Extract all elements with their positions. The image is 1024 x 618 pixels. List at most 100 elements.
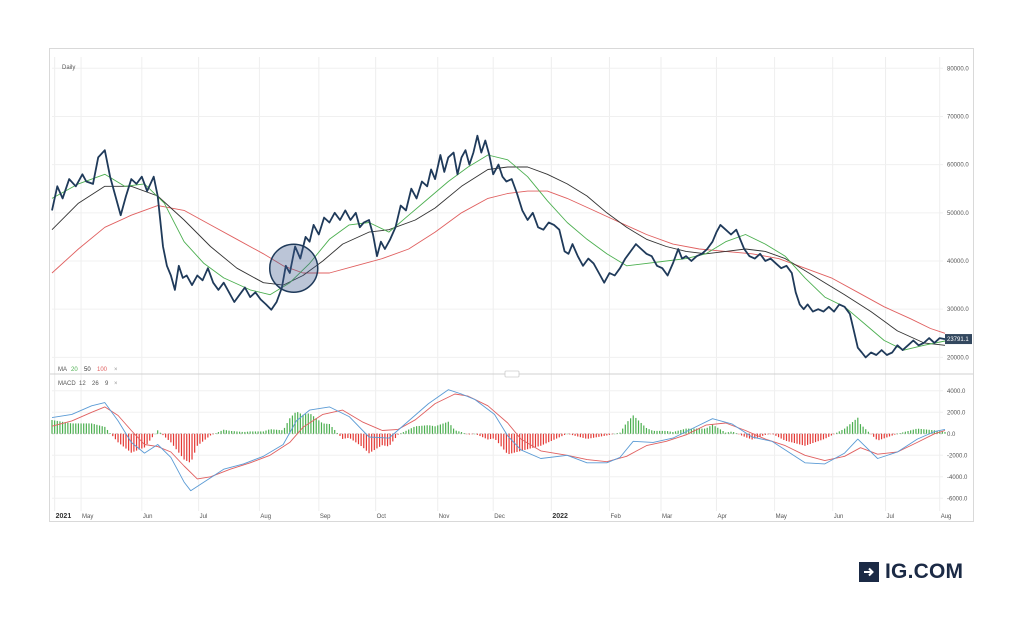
macd-histogram-bar bbox=[439, 424, 441, 434]
macd-histogram-bar bbox=[373, 433, 375, 451]
macd-histogram-bar bbox=[841, 429, 843, 434]
macd-histogram-bar bbox=[318, 420, 320, 434]
macd-histogram-bar bbox=[212, 433, 214, 435]
macd-histogram-bar bbox=[215, 433, 217, 434]
macd-histogram-bar bbox=[516, 433, 518, 452]
macd-histogram-bar bbox=[600, 433, 603, 437]
x-tick-label: Feb bbox=[610, 514, 621, 520]
macd-histogram-bar bbox=[162, 433, 164, 436]
macd-histogram-bar bbox=[783, 433, 785, 440]
macd-histogram-bar bbox=[400, 433, 402, 434]
macd-histogram-bar bbox=[133, 433, 135, 452]
macd-histogram-bar bbox=[431, 425, 434, 434]
macd-histogram-bar bbox=[368, 433, 370, 454]
macd-histogram-bar bbox=[910, 430, 912, 434]
macd-histogram-bar bbox=[854, 419, 856, 434]
macd-histogram-bar bbox=[503, 433, 505, 450]
macd-histogram-bar bbox=[143, 433, 146, 448]
macd-histogram-bar bbox=[630, 418, 632, 434]
macd-histogram-bar bbox=[217, 432, 220, 434]
macd-histogram-bar bbox=[299, 413, 301, 434]
macd-histogram-bar bbox=[680, 429, 682, 434]
macd-histogram-bar bbox=[888, 433, 891, 437]
macd-histogram-bar bbox=[69, 423, 72, 434]
macd-histogram-bar bbox=[159, 432, 161, 434]
macd-histogram-bar bbox=[460, 432, 463, 434]
x-tick-label: Mar bbox=[662, 514, 672, 520]
macd-histogram-bar bbox=[904, 431, 906, 434]
macd-histogram-bar bbox=[305, 414, 307, 434]
highlight-circle bbox=[268, 243, 319, 293]
macd-histogram-bar bbox=[719, 429, 722, 434]
macd-histogram-bar bbox=[867, 431, 869, 434]
macd-histogram-bar bbox=[703, 428, 706, 434]
macd-histogram-bar bbox=[722, 430, 724, 434]
macd-histogram-bar bbox=[754, 433, 756, 439]
grid-layer bbox=[50, 57, 973, 511]
x-tick-label: Jul bbox=[200, 514, 208, 520]
macd-histogram-bar bbox=[762, 433, 764, 436]
macd-histogram-bar bbox=[540, 433, 542, 446]
macd-histogram-bar bbox=[825, 433, 827, 439]
macd-histogram-bar bbox=[315, 418, 317, 434]
macd-histogram-bar bbox=[548, 433, 550, 443]
macd-histogram-bar bbox=[291, 415, 294, 434]
macd-histogram-bar bbox=[820, 433, 822, 441]
macd-histogram-bar bbox=[270, 429, 272, 434]
macd-histogram-bar bbox=[186, 433, 188, 461]
macd-histogram-bar bbox=[405, 430, 407, 434]
price-and-macd-chart: 20000.0 30000.0 40000.0 50000.0 60000.0 70000… bbox=[50, 57, 973, 520]
macd-histogram-bar bbox=[521, 433, 523, 451]
macd-histogram-bar bbox=[497, 433, 500, 444]
macd-histogram-bar bbox=[838, 431, 840, 434]
macd-histogram-bar bbox=[801, 433, 803, 446]
macd-histogram-bar bbox=[415, 426, 418, 434]
price-line bbox=[51, 134, 946, 359]
macd-histogram-bar bbox=[252, 431, 254, 434]
macd-histogram-bar bbox=[109, 433, 111, 434]
x-tick-label: Sep bbox=[320, 514, 331, 520]
macd-histogram-bar bbox=[413, 426, 415, 434]
macd-histogram-bar bbox=[88, 423, 90, 434]
macd-histogram-bar bbox=[410, 428, 412, 434]
macd-histogram-bar bbox=[220, 430, 222, 434]
macd-tick-label: -4000.0 bbox=[947, 475, 968, 481]
macd-histogram-bar bbox=[624, 424, 626, 434]
macd-histogram-bar bbox=[830, 433, 832, 436]
macd-histogram-bar bbox=[677, 430, 679, 434]
macd-histogram-bar bbox=[77, 423, 80, 434]
macd-histogram-bar bbox=[225, 430, 227, 434]
macd-histogram-bar bbox=[809, 433, 811, 444]
macd-histogram-bar bbox=[172, 433, 175, 446]
macd-histogram-bar bbox=[682, 429, 685, 434]
macd-histogram-bar bbox=[619, 432, 621, 434]
macd-histogram-bar bbox=[381, 433, 383, 446]
macd-histogram-bar bbox=[698, 428, 700, 434]
macd-histogram-bar bbox=[394, 433, 397, 439]
macd-histogram-bar bbox=[365, 433, 367, 451]
macd-histogram-bar bbox=[180, 433, 183, 457]
x-tick-label: Jun bbox=[143, 514, 153, 520]
macd-histogram-bar bbox=[471, 433, 473, 435]
brand-name: IG.COM bbox=[885, 560, 964, 583]
macd-histogram-bar bbox=[902, 432, 904, 434]
macd-histogram-bar bbox=[836, 432, 838, 434]
macd-histogram-bar bbox=[199, 433, 201, 444]
macd-histogram-bar bbox=[93, 424, 95, 434]
macd-histogram-bar bbox=[519, 433, 521, 452]
macd-histogram-bar bbox=[64, 422, 66, 434]
macd-histogram-bar bbox=[606, 433, 608, 436]
label-layer: 20000.0 30000.0 40000.0 50000.0 60000.0 70000… bbox=[56, 65, 972, 520]
x-tick-label: Aug bbox=[260, 514, 271, 520]
macd-histogram-bar bbox=[645, 428, 648, 434]
macd-histogram-bar bbox=[418, 425, 420, 434]
macd-histogram-bar bbox=[701, 428, 703, 434]
macd-histogram-bar bbox=[146, 433, 148, 445]
macd-histogram-bar bbox=[281, 430, 283, 434]
ig-logo: IG.COM bbox=[859, 559, 963, 585]
macd-histogram-bar bbox=[883, 433, 885, 439]
macd-histogram-bar bbox=[170, 433, 172, 443]
macd-histogram-bar bbox=[664, 430, 666, 434]
ma-legend-label: MA bbox=[58, 367, 67, 373]
x-tick-label: Dec bbox=[494, 514, 505, 520]
